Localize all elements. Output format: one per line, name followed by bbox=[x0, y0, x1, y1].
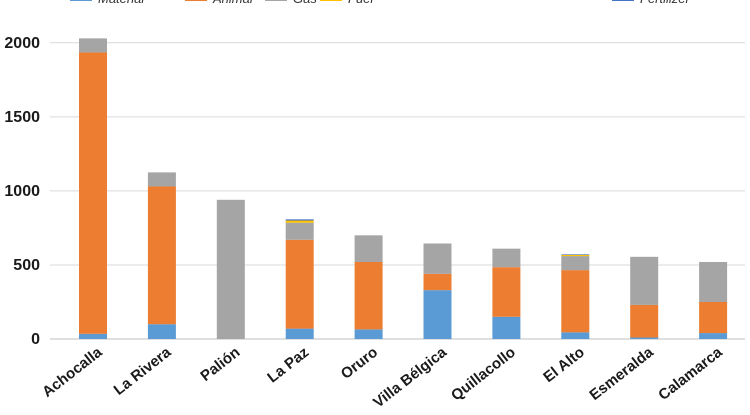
bar-segment bbox=[147, 186, 176, 325]
legend-label: Gas bbox=[293, 0, 317, 6]
x-tick-label: Achocalla bbox=[39, 343, 106, 400]
bar-segment bbox=[423, 290, 452, 339]
bar-segment bbox=[699, 261, 728, 302]
legend-label: Fertilizer bbox=[640, 0, 691, 6]
bar-segment bbox=[285, 239, 314, 329]
bar-segment bbox=[423, 273, 452, 291]
y-tick-label: 1000 bbox=[4, 183, 40, 200]
bar-segment bbox=[492, 248, 521, 268]
bar-segment bbox=[79, 333, 107, 339]
x-axis: Achocalla La Rivera Palión La Paz OruroVilla… bbox=[39, 343, 726, 411]
bar-segment bbox=[216, 199, 245, 339]
bar-segment bbox=[79, 52, 107, 334]
x-tick-label: Calamarca bbox=[655, 343, 726, 404]
y-tick-label: 2000 bbox=[4, 35, 40, 52]
x-tick-label: Quillacollo bbox=[448, 344, 519, 405]
bar-segment bbox=[79, 38, 107, 53]
bar-segment bbox=[285, 328, 314, 339]
bar-segment bbox=[699, 301, 728, 334]
y-axis: 0 500 1000 1500 2000 bbox=[4, 35, 40, 348]
x-tick-label: El Alto bbox=[540, 344, 587, 386]
bar-segment bbox=[492, 267, 521, 317]
x-tick-label: Palión bbox=[197, 344, 243, 385]
bar-segment bbox=[561, 332, 590, 339]
bar-segment bbox=[630, 337, 659, 339]
x-tick-label: La Paz bbox=[264, 344, 312, 387]
bars bbox=[79, 38, 728, 339]
bar-segment bbox=[561, 254, 590, 257]
bar-segment bbox=[561, 270, 590, 333]
bar-segment bbox=[492, 316, 521, 339]
bar-segment bbox=[423, 243, 452, 274]
bar-segment bbox=[354, 235, 383, 262]
bar-segment bbox=[561, 254, 590, 255]
bar-segment bbox=[561, 256, 590, 271]
x-tick-label: La Rivera bbox=[111, 343, 175, 398]
bar-segment bbox=[630, 256, 659, 305]
bar-segment bbox=[285, 222, 314, 240]
bar-segment bbox=[699, 333, 728, 339]
bar-segment bbox=[285, 219, 314, 221]
bar-segment bbox=[630, 304, 659, 338]
bar-segment bbox=[354, 329, 383, 339]
legend: Material Animal Gas Fuel Fertilizer bbox=[70, 0, 691, 6]
x-tick-label: Esmeralda bbox=[586, 343, 657, 404]
legend-label: Fuel bbox=[348, 0, 374, 6]
bar-segment bbox=[147, 172, 176, 187]
x-tick-label: Oruro bbox=[338, 344, 381, 383]
legend-label: Animal bbox=[212, 0, 254, 6]
y-tick-label: 0 bbox=[31, 331, 40, 348]
bar-segment bbox=[285, 220, 314, 223]
bar-segment bbox=[354, 261, 383, 330]
y-tick-label: 1500 bbox=[4, 109, 40, 126]
x-tick-label: Villa Bélgica bbox=[370, 343, 450, 410]
legend-label: Material bbox=[98, 0, 145, 6]
bar-segment bbox=[147, 324, 176, 339]
y-tick-label: 500 bbox=[13, 257, 40, 274]
